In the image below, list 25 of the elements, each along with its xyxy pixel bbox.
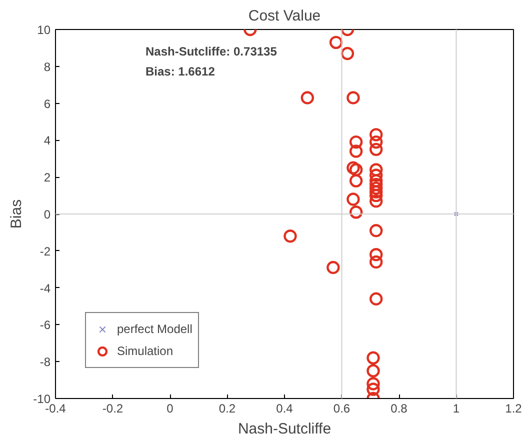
annotation: Bias: 1.6612	[146, 64, 216, 78]
x-tick-label: 0.2	[218, 402, 236, 416]
y-tick-label: 0	[44, 208, 51, 222]
y-tick-label: 8	[44, 60, 51, 74]
y-tick-label: -8	[40, 355, 51, 370]
x-tick-label: 1	[452, 402, 460, 416]
legend-label: perfect Modell	[117, 322, 192, 336]
x-tick-label: 1.2	[505, 402, 522, 416]
x-tick-label: 0.4	[276, 402, 294, 416]
y-tick-label: -4	[40, 281, 51, 296]
y-tick-label: 4	[44, 134, 51, 148]
annotation: Nash-Sutcliffe: 0.73135	[146, 44, 278, 58]
x-axis-title: Nash-Sutcliffe	[238, 420, 332, 438]
x-tick-label: -0.2	[102, 402, 124, 416]
x-tick-label: 0.6	[333, 402, 350, 416]
x-tick-label: 0	[166, 402, 174, 416]
x-tick-label: 0.8	[390, 402, 408, 416]
y-axis-title: Bias	[8, 199, 26, 229]
y-tick-label: -2	[40, 244, 51, 258]
y-tick-label: 6	[44, 96, 51, 111]
y-tick-label: -6	[40, 318, 51, 332]
y-tick-label: 2	[44, 170, 51, 185]
chart-title: Cost Value	[248, 8, 321, 24]
legend-label: Simulation	[117, 344, 174, 358]
y-tick-label: 10	[37, 23, 51, 37]
